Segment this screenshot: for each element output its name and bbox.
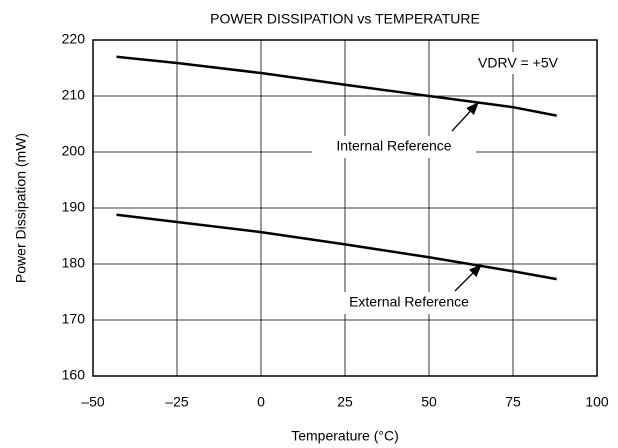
chart-title: POWER DISSIPATION vs TEMPERATURE [210,11,480,27]
y-tick-label: 190 [62,199,86,215]
y-tick-label: 200 [62,143,86,159]
plot-frame [92,39,598,377]
annotation: VDRV = +5V [478,55,559,71]
x-tick-label: 25 [337,394,353,410]
y-axis-label: Power Dissipation (mW) [13,133,29,283]
annotation-bg [456,52,580,74]
series-line [116,55,557,117]
x-tick-label: 100 [585,394,609,410]
x-tick-label: 0 [257,394,265,410]
series-label: Internal Reference [336,138,451,154]
label-bg [312,136,476,158]
series-line [116,213,557,281]
x-tick-label: 75 [505,394,521,410]
y-tick-label: 220 [62,31,86,47]
y-tick-label: 170 [62,311,86,327]
series-label: External Reference [349,294,469,310]
y-tick-label: 180 [62,255,86,271]
x-tick-label: 50 [421,394,437,410]
x-tick-label: –25 [165,394,189,410]
y-tick-label: 210 [62,87,86,103]
x-tick-label: –50 [81,394,105,410]
arrow [454,264,482,292]
arrow [451,102,479,132]
label-bg [324,292,492,314]
x-axis-label: Temperature (°C) [291,428,399,444]
y-tick-label: 160 [62,367,86,383]
